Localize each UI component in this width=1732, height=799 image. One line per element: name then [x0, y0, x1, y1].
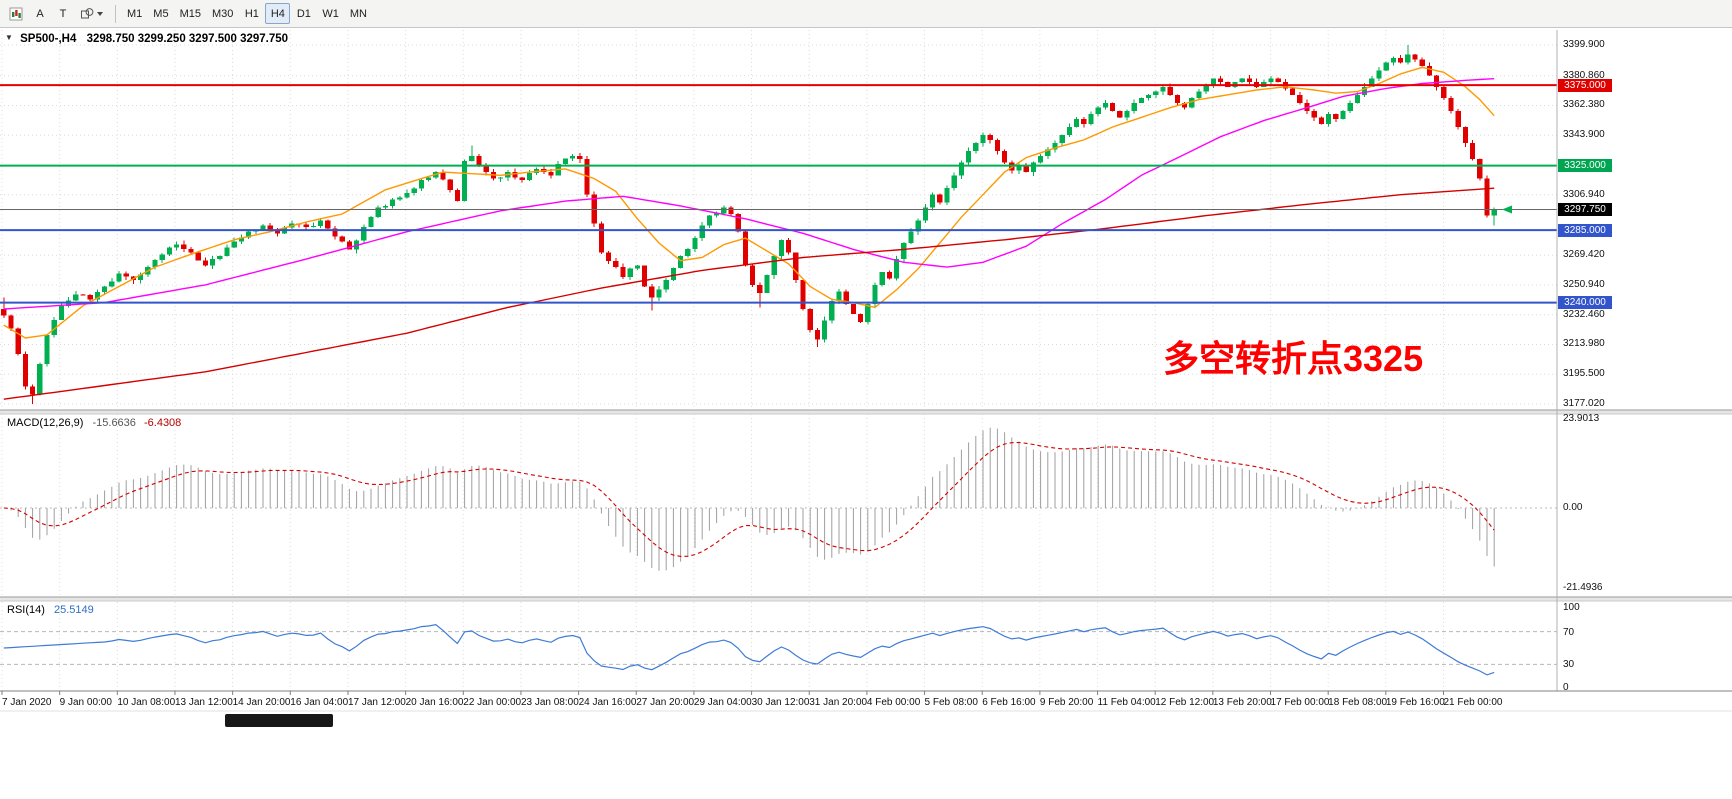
timeframe-toolbar: M1 M5 M15 M30 H1 H4 D1 W1 MN — [122, 3, 373, 24]
timeframe-MN[interactable]: MN — [349, 7, 367, 20]
shapes-icon — [81, 7, 94, 18]
collapse-arrow-icon[interactable]: ▼ — [5, 33, 13, 42]
text-a-label: A — [36, 7, 44, 20]
timeframe-W1[interactable]: W1 — [322, 7, 339, 20]
macd-name: MACD(12,26,9) — [7, 417, 84, 429]
macd-main-value: -15.6636 — [92, 417, 136, 429]
ma-line-fast — [3, 66, 1495, 339]
chart-header: ▼ SP500-,H4 3298.750 3299.250 3297.500 3… — [5, 33, 288, 45]
rsi-panel-label: RSI(14) 25.5149 — [7, 604, 94, 616]
current-price-arrow-icon — [1502, 205, 1512, 214]
rsi-name: RSI(14) — [7, 604, 45, 616]
text-t-label: T — [59, 7, 67, 20]
timeframe-M1[interactable]: M1 — [127, 7, 143, 20]
toolbar-separator — [115, 4, 116, 23]
top-toolbar: A T M1 M5 M15 M30 H1 H4 D1 W1 MN — [0, 0, 1732, 28]
ma-line-medium — [3, 78, 1495, 310]
macd-signal-value: -6.4308 — [143, 417, 182, 429]
macd-panel-label: MACD(12,26,9) -15.6636 -6.4308 — [7, 417, 181, 429]
timeframe-M15[interactable]: M15 — [179, 7, 201, 20]
timeframe-D1[interactable]: D1 — [296, 7, 311, 20]
rsi-panel — [3, 624, 1495, 676]
text-a-tool-button[interactable]: A — [29, 3, 51, 24]
text-t-tool-button[interactable]: T — [52, 3, 74, 24]
taskbar-fragment[interactable] — [225, 714, 333, 727]
chart-annotation-text: 多空转折点3325 — [1163, 338, 1424, 379]
timeframe-M30[interactable]: M30 — [211, 7, 234, 20]
candlestick-chart-icon — [9, 7, 23, 20]
timeframe-M5[interactable]: M5 — [153, 7, 169, 20]
symbol-period-label: SP500-,H4 — [20, 33, 77, 45]
moving-average-lines — [3, 66, 1495, 400]
caret-down-icon — [97, 11, 103, 16]
rsi-line — [3, 624, 1495, 676]
macd-panel — [3, 427, 1495, 571]
candles[interactable] — [1, 45, 1497, 405]
ma-line-slow — [3, 187, 1495, 400]
macd-signal-line — [3, 441, 1495, 557]
timeframe-H1[interactable]: H1 — [244, 7, 259, 20]
axes[interactable] — [0, 30, 1732, 712]
shapes-tool-button[interactable] — [75, 3, 108, 24]
chart-list-button[interactable] — [4, 3, 28, 24]
panel-separators[interactable] — [0, 409, 1732, 602]
ohlc-values-label: 3298.750 3299.250 3297.500 3297.750 — [86, 33, 289, 45]
timeframe-H4[interactable]: H4 — [265, 3, 291, 24]
horizontal-level-lines[interactable] — [0, 84, 1557, 304]
rsi-value: 25.5149 — [53, 604, 94, 616]
